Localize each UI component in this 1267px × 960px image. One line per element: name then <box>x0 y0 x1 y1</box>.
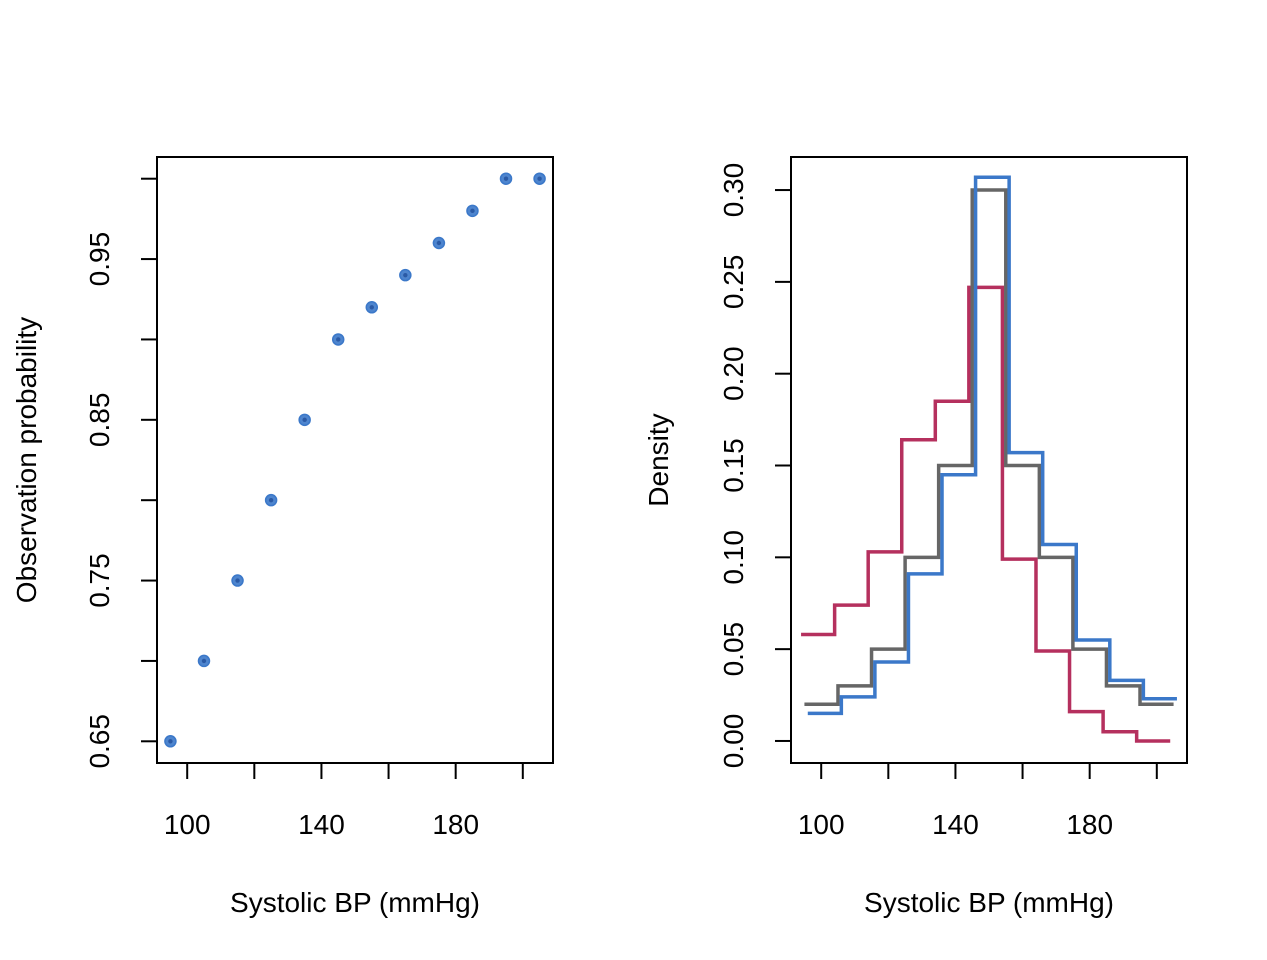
density-y-tick-label: 0.30 <box>718 163 749 218</box>
density-x-tick-label: 100 <box>798 809 845 840</box>
density-y-tick-label: 0.25 <box>718 255 749 310</box>
density-y-tick-label: 0.00 <box>718 714 749 769</box>
density-panel: 100 140 180 0.00 0.05 0.10 0.15 0.20 0.25 0.30 S… <box>643 156 1188 918</box>
scatter-plot-frame <box>156 156 554 764</box>
density-step-line-1 <box>801 285 1171 743</box>
scatter-point-center <box>369 305 374 310</box>
scatter-points <box>164 172 546 748</box>
scatter-x-axis-title: Systolic BP (mmHg) <box>230 887 480 918</box>
density-series <box>801 175 1177 743</box>
scatter-point-center <box>336 337 341 342</box>
scatter-y-tick-label: 0.95 <box>84 232 115 287</box>
scatter-x-tick-label: 140 <box>298 809 345 840</box>
density-y-tick-label: 0.15 <box>718 438 749 493</box>
scatter-y-tick-label: 0.75 <box>84 553 115 608</box>
scatter-y-axis: 0.65 0.75 0.85 0.95 <box>84 177 157 769</box>
scatter-point-center <box>470 208 475 214</box>
scatter-point-center <box>235 578 240 583</box>
scatter-point-center <box>537 176 542 181</box>
density-step-line-3 <box>807 175 1177 716</box>
density-y-tick-label: 0.20 <box>718 346 749 401</box>
scatter-x-tick-label: 100 <box>164 809 211 840</box>
scatter-point-center <box>436 240 442 246</box>
density-y-tick-label: 0.05 <box>718 622 749 677</box>
density-x-axis-title: Systolic BP (mmHg) <box>864 887 1114 918</box>
scatter-point-center <box>302 417 307 423</box>
density-y-tick-label: 0.10 <box>718 530 749 585</box>
scatter-x-axis: 100 140 180 <box>164 763 524 840</box>
scatter-x-tick-label: 180 <box>432 809 479 840</box>
scatter-point-center <box>201 658 207 664</box>
density-x-tick-label: 180 <box>1066 809 1113 840</box>
density-plot-frame <box>790 156 1188 764</box>
density-y-axis-title: Density <box>643 413 674 506</box>
scatter-point-center <box>168 739 173 744</box>
scatter-y-tick-label: 0.85 <box>84 393 115 448</box>
density-x-tick-label: 140 <box>932 809 979 840</box>
scatter-point-center <box>268 497 274 503</box>
density-y-axis: 0.00 0.05 0.10 0.15 0.20 0.25 0.30 <box>718 163 791 768</box>
density-step-line-2 <box>804 188 1174 706</box>
scatter-point-center <box>503 176 509 181</box>
scatter-y-axis-title: Observation probability <box>11 317 42 603</box>
scatter-panel: 100 140 180 0.65 0.75 0.85 0.95 Systolic BP (… <box>11 156 554 918</box>
density-x-axis: 100 140 180 <box>798 763 1158 840</box>
scatter-y-tick-label: 0.65 <box>84 714 115 769</box>
scatter-point-center <box>403 272 408 278</box>
